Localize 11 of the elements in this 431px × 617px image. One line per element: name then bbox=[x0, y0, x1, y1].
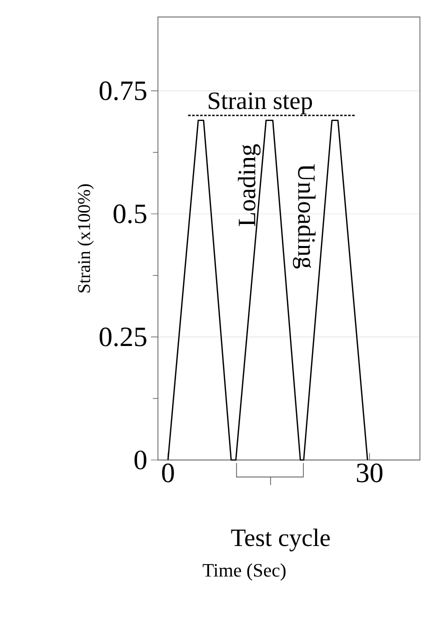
y-axis-title: Strain (x100%) bbox=[77, 184, 94, 292]
y-tick-label: 0.25 bbox=[100, 327, 146, 346]
text: Test cycle bbox=[231, 528, 330, 552]
annotation: Loading bbox=[238, 144, 261, 226]
y-tick-label: 0.5 bbox=[114, 204, 146, 224]
x-tick-label: 30 bbox=[356, 464, 382, 482]
y-tick-label: 0 bbox=[134, 450, 146, 470]
annotation: Strain step bbox=[208, 92, 312, 114]
annotation: Unloading bbox=[292, 164, 316, 268]
y-tick-label: 0.75 bbox=[100, 81, 146, 100]
x-axis-title: Time (Sec) bbox=[202, 563, 286, 581]
